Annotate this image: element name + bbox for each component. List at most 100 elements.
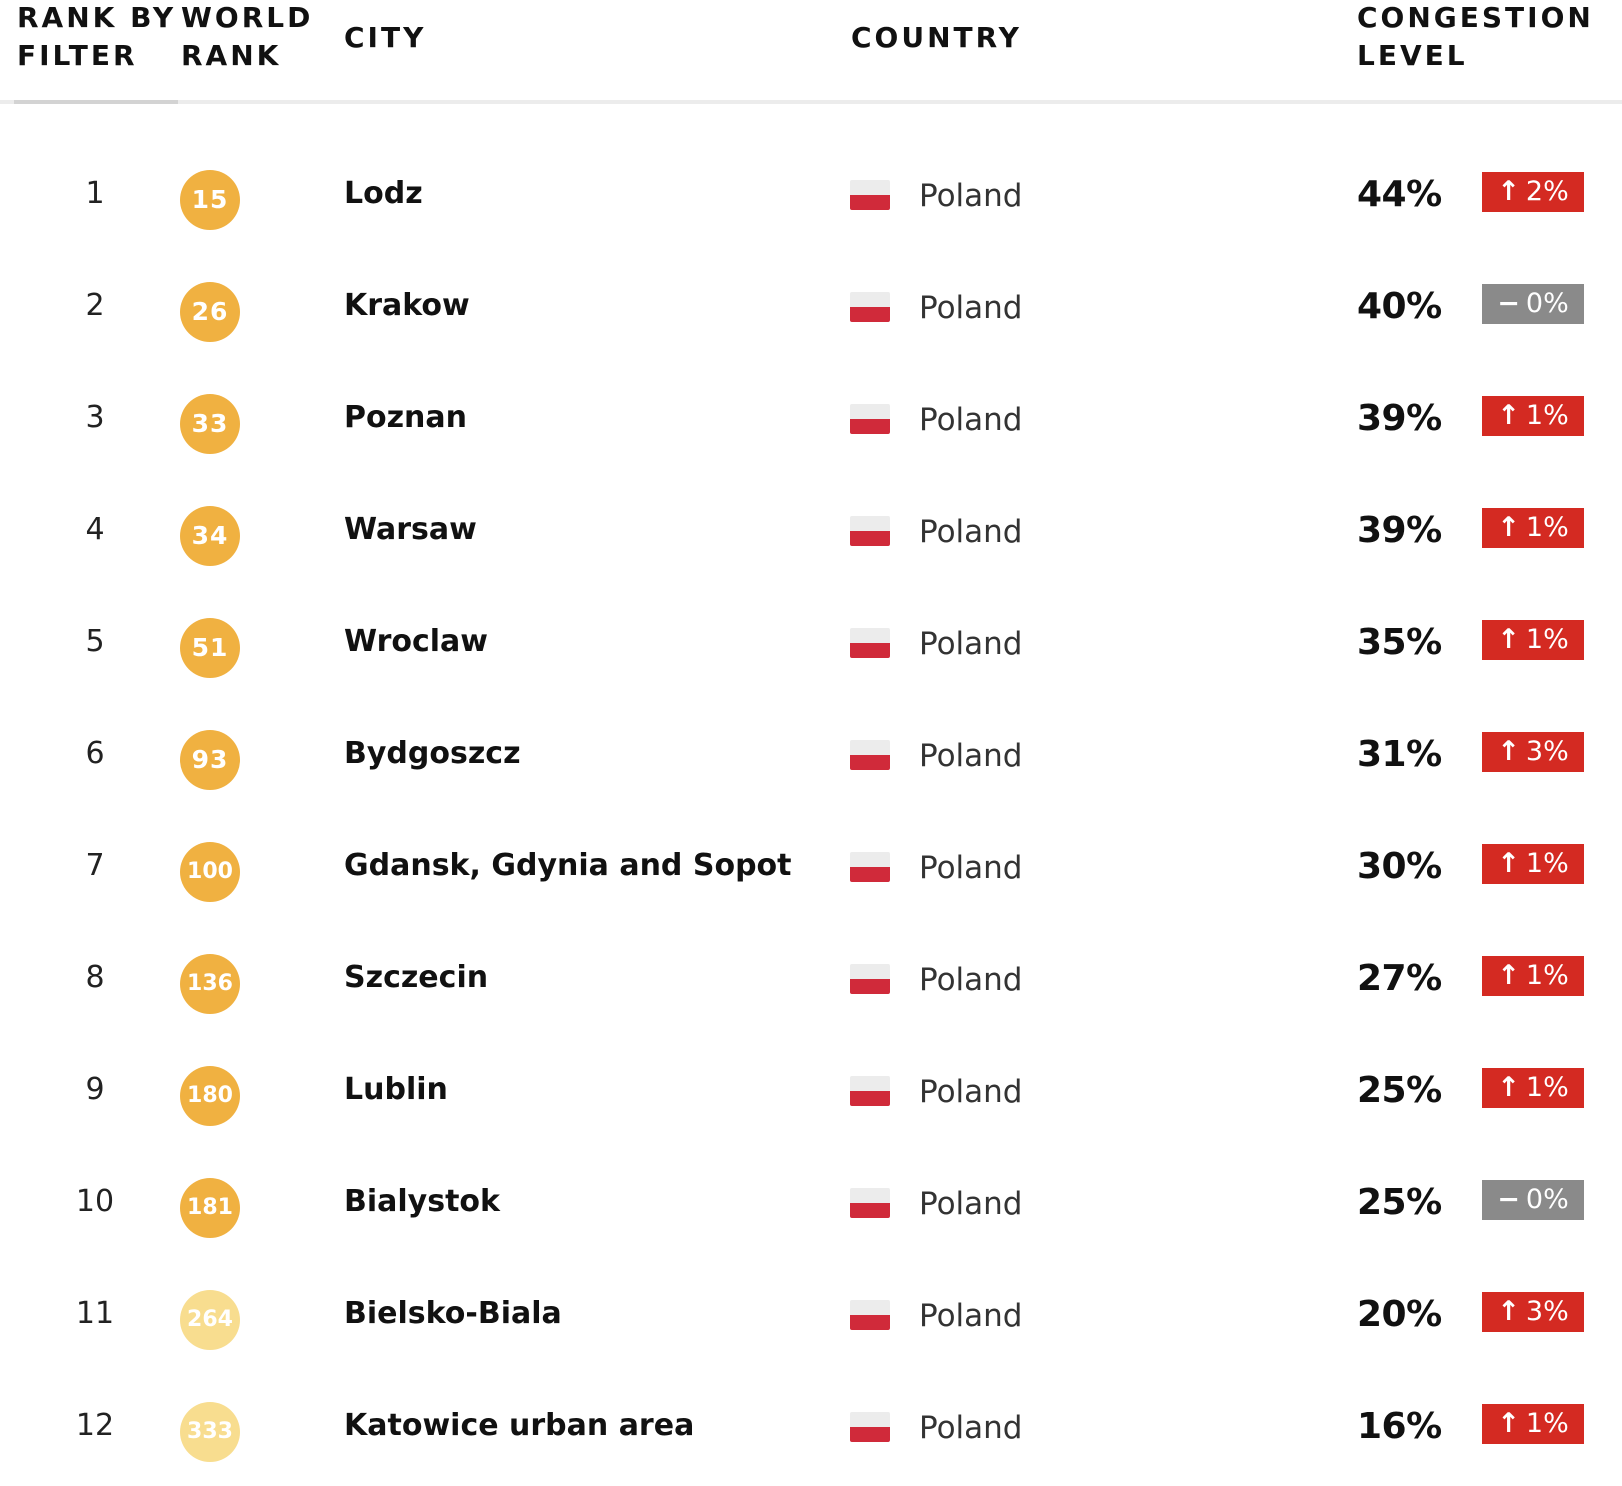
congestion-level: 35% [1357,622,1442,663]
arrow-up-icon: ↑ [1497,400,1520,431]
city-name[interactable]: Szczecin [344,960,489,995]
rank-by-filter: 6 [85,736,105,771]
table-row[interactable]: 4 34 Warsaw Poland 39% ↑ 1% [0,446,1622,566]
world-rank-badge: 34 [180,506,240,566]
header-rank-by-filter[interactable]: RANK BY FILTER [17,1,177,72]
rank-by-filter: 9 [85,1072,105,1107]
city-name[interactable]: Krakow [344,288,470,323]
header-congestion-level[interactable]: CONGESTION LEVEL [1357,1,1594,72]
city-name[interactable]: Bialystok [344,1184,500,1219]
world-rank-badge: 181 [180,1178,240,1238]
arrow-up-icon: ↑ [1497,176,1520,207]
change-value: 0% [1525,288,1569,319]
change-value: 1% [1525,624,1569,655]
world-rank-badge: 136 [180,954,240,1014]
country-name: Poland [919,1186,1023,1222]
congestion-level: 16% [1357,1406,1442,1447]
country-name: Poland [919,1298,1023,1334]
city-name[interactable]: Wroclaw [344,624,488,659]
city-name[interactable]: Lodz [344,176,423,211]
table-row[interactable]: 3 33 Poznan Poland 39% ↑ 1% [0,334,1622,454]
city-name[interactable]: Bydgoszcz [344,736,521,771]
city-name[interactable]: Gdansk, Gdynia and Sopot [344,848,792,883]
congestion-change-badge: −0% [1482,1180,1584,1220]
poland-flag-icon [850,964,890,994]
arrow-up-icon: ↑ [1497,848,1520,879]
arrow-up-icon: ↑ [1497,1072,1520,1103]
world-rank-badge: 100 [180,842,240,902]
table-row[interactable]: 6 93 Bydgoszcz Poland 31% ↑ 3% [0,670,1622,790]
world-rank-badge: 15 [180,170,240,230]
header-world-rank[interactable]: WORLD RANK [181,1,314,72]
congestion-change-badge: ↑ 1% [1482,956,1584,996]
table-body: 1 15 Lodz Poland 44% ↑ 2% 2 26 Krakow Poland 40% −0%… [0,110,1622,1462]
arrow-up-icon: ↑ [1497,736,1520,767]
table-row[interactable]: 9 180 Lublin Poland 25% ↑ 1% [0,1006,1622,1126]
change-value: 3% [1525,1296,1569,1327]
table-row[interactable]: 12 333 Katowice urban area Poland 16% ↑ 1% [0,1342,1622,1462]
country-name: Poland [919,1074,1023,1110]
congestion-level: 20% [1357,1294,1442,1335]
table-row[interactable]: 1 15 Lodz Poland 44% ↑ 2% [0,110,1622,230]
congestion-change-badge: −0% [1482,284,1584,324]
congestion-level: 44% [1357,174,1442,215]
congestion-level: 25% [1357,1182,1442,1223]
world-rank-badge: 264 [180,1290,240,1350]
table-row[interactable]: 11 264 Bielsko-Biala Poland 20% ↑ 3% [0,1230,1622,1350]
change-value: 1% [1525,960,1569,991]
dash-icon: − [1497,288,1520,319]
congestion-level: 30% [1357,846,1442,887]
country-name: Poland [919,402,1023,438]
world-rank-badge: 333 [180,1402,240,1462]
poland-flag-icon [850,852,890,882]
congestion-level: 31% [1357,734,1442,775]
rank-by-filter: 7 [85,848,105,883]
header-country[interactable]: COUNTRY [851,21,1022,54]
city-name[interactable]: Warsaw [344,512,477,547]
table-row[interactable]: 5 51 Wroclaw Poland 35% ↑ 1% [0,558,1622,678]
poland-flag-icon [850,628,890,658]
rank-by-filter: 2 [85,288,105,323]
congestion-level: 27% [1357,958,1442,999]
rank-by-filter: 10 [75,1184,115,1219]
poland-flag-icon [850,292,890,322]
rank-by-filter: 12 [75,1408,115,1443]
table-row[interactable]: 2 26 Krakow Poland 40% −0% [0,222,1622,342]
poland-flag-icon [850,1412,890,1442]
dash-icon: − [1497,1184,1520,1215]
poland-flag-icon [850,740,890,770]
poland-flag-icon [850,1188,890,1218]
city-name[interactable]: Katowice urban area [344,1408,695,1443]
table-row[interactable]: 8 136 Szczecin Poland 27% ↑ 1% [0,894,1622,1014]
arrow-up-icon: ↑ [1497,1408,1520,1439]
city-name[interactable]: Bielsko-Biala [344,1296,562,1331]
poland-flag-icon [850,1076,890,1106]
arrow-up-icon: ↑ [1497,960,1520,991]
congestion-change-badge: ↑ 1% [1482,508,1584,548]
congestion-change-badge: ↑ 1% [1482,844,1584,884]
world-rank-badge: 93 [180,730,240,790]
city-name[interactable]: Lublin [344,1072,448,1107]
city-name[interactable]: Poznan [344,400,468,435]
change-value: 0% [1525,1184,1569,1215]
table-row[interactable]: 7 100 Gdansk, Gdynia and Sopot Poland 30% ↑ 1% [0,782,1622,902]
congestion-change-badge: ↑ 1% [1482,1404,1584,1444]
country-name: Poland [919,178,1023,214]
congestion-change-badge: ↑ 3% [1482,1292,1584,1332]
change-value: 2% [1525,176,1569,207]
active-sort-indicator [14,100,178,104]
change-value: 1% [1525,512,1569,543]
header-city[interactable]: CITY [344,21,427,54]
change-value: 1% [1525,1072,1569,1103]
rank-by-filter: 8 [85,960,105,995]
congestion-change-badge: ↑ 1% [1482,620,1584,660]
congestion-change-badge: ↑ 1% [1482,1068,1584,1108]
congestion-level: 39% [1357,510,1442,551]
table-row[interactable]: 10 181 Bialystok Poland 25% −0% [0,1118,1622,1238]
country-name: Poland [919,850,1023,886]
country-name: Poland [919,626,1023,662]
rank-by-filter: 1 [85,176,105,211]
rank-by-filter: 3 [85,400,105,435]
country-name: Poland [919,514,1023,550]
